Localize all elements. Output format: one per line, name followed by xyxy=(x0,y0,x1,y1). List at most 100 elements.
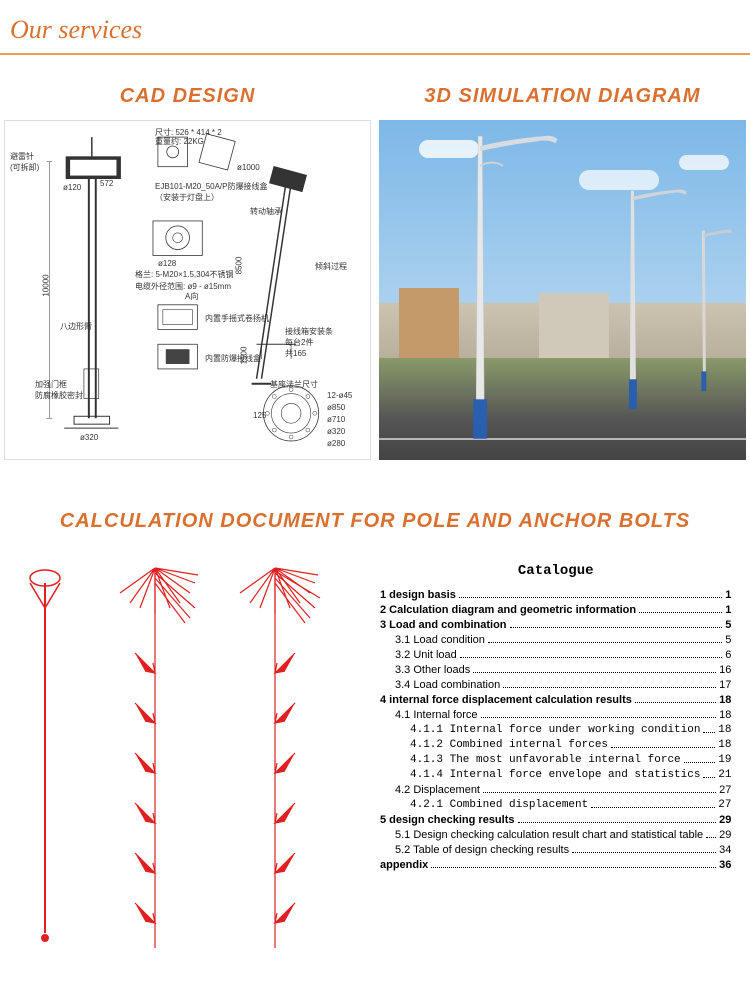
catalogue-item: 3.3 Other loads 16 xyxy=(380,664,731,676)
cad-winch: 内置手摇式卷扬机 xyxy=(205,313,269,324)
catalogue-item-page: 19 xyxy=(718,754,731,766)
sim-poles-svg xyxy=(379,120,746,460)
catalogue-item-page: 29 xyxy=(719,814,731,826)
catalogue-item-label: appendix xyxy=(380,859,428,871)
catalogue-item: 3 Load and combination 5 xyxy=(380,619,731,631)
catalogue-dots xyxy=(684,754,716,763)
catalogue-dots xyxy=(518,814,717,823)
cad-fuse: 内置防爆接线盒 xyxy=(205,353,261,364)
cad-tilt: 倾斜过程 xyxy=(315,261,347,272)
catalogue-item-label: 3.1 Load condition xyxy=(395,634,485,646)
cad-572: 572 xyxy=(100,179,113,188)
catalogue-body: 1 design basis12 Calculation diagram and… xyxy=(380,589,731,871)
cad-b520: ø320 xyxy=(327,427,345,436)
catalogue-item-label: 4.2 Displacement xyxy=(395,784,480,796)
page-header: Our services xyxy=(0,0,750,55)
catalogue-item-label: 4.1.2 Combined internal forces xyxy=(410,739,608,751)
cad-b12: 12-ø45 xyxy=(327,391,352,400)
sim-title: 3D SIMULATION DIAGRAM xyxy=(375,85,750,108)
cad-d120: ø120 xyxy=(63,183,81,192)
catalogue-item-label: 3.4 Load combination xyxy=(395,679,500,691)
catalogue-item-label: 4.1 Internal force xyxy=(395,709,478,721)
catalogue-item: 4.1.3 The most unfavorable internal forc… xyxy=(380,754,731,766)
catalogue-item-page: 27 xyxy=(719,784,731,796)
catalogue-item: 4.1.1 Internal force under working condi… xyxy=(380,724,731,736)
catalogue-dots xyxy=(572,844,716,853)
catalogue-dots xyxy=(611,739,715,748)
catalogue-item-page: 16 xyxy=(719,664,731,676)
catalogue-item: 4.1 Internal force 18 xyxy=(380,709,731,721)
catalogue-item: 5.2 Table of design checking results 34 xyxy=(380,844,731,856)
catalogue-item: 4.2.1 Combined displacement27 xyxy=(380,799,731,811)
catalogue-item-label: 4 internal force displacement calculatio… xyxy=(380,694,632,706)
cad-d128: ø128 xyxy=(158,259,176,268)
catalogue-item: 4.1.2 Combined internal forces 18 xyxy=(380,739,731,751)
catalogue-item-page: 1 xyxy=(725,604,731,616)
catalogue-item: 3.2 Unit load 6 xyxy=(380,649,731,661)
catalogue-dots xyxy=(460,649,723,658)
cad-view-a: A向 xyxy=(185,291,198,302)
sim-column: 3D SIMULATION DIAGRAM xyxy=(375,85,750,460)
catalogue-item-page: 6 xyxy=(725,649,731,661)
force-diagram xyxy=(0,553,360,973)
catalogue: Catalogue 1 design basis12 Calculation d… xyxy=(360,553,750,973)
cad-b710: ø710 xyxy=(327,415,345,424)
catalogue-dots xyxy=(488,634,722,643)
cad-b280: ø280 xyxy=(327,439,345,448)
catalogue-dots xyxy=(591,799,715,808)
calc-row: Catalogue 1 design basis12 Calculation d… xyxy=(0,553,750,973)
catalogue-item: appendix36 xyxy=(380,859,731,871)
catalogue-item: 4 internal force displacement calculatio… xyxy=(380,694,731,706)
catalogue-item: 4.1.4 Internal force envelope and statis… xyxy=(380,769,731,781)
catalogue-item-label: 3.2 Unit load xyxy=(395,649,457,661)
cad-octagon: 八边形臂 xyxy=(60,321,92,332)
cad-hinge: 转动轴承 xyxy=(250,206,282,217)
catalogue-item-page: 5 xyxy=(725,619,731,631)
catalogue-item-label: 5.1 Design checking calculation result c… xyxy=(395,829,703,841)
sim-render xyxy=(379,120,746,460)
cad-lightning: 避雷针 (可拆卸) xyxy=(10,151,39,173)
cad-d1000: ø1000 xyxy=(237,163,260,172)
catalogue-item-label: 3.3 Other loads xyxy=(395,664,470,676)
catalogue-item-page: 27 xyxy=(718,799,731,811)
catalogue-item: 5.1 Design checking calculation result c… xyxy=(380,829,731,841)
catalogue-item-page: 34 xyxy=(719,844,731,856)
catalogue-item-label: 5.2 Table of design checking results xyxy=(395,844,569,856)
catalogue-item-label: 3 Load and combination xyxy=(380,619,507,631)
catalogue-item-label: 4.1.4 Internal force envelope and statis… xyxy=(410,769,700,781)
catalogue-dots xyxy=(635,694,716,703)
catalogue-item: 3.1 Load condition 5 xyxy=(380,634,731,646)
catalogue-dots xyxy=(639,604,722,613)
catalogue-item-page: 17 xyxy=(719,679,731,691)
catalogue-item-page: 18 xyxy=(719,709,731,721)
cad-d320: ø320 xyxy=(80,433,98,442)
cad-junction: EJB101-M20_50A/P防爆接线盒（安装于灯盘上） xyxy=(155,181,275,203)
catalogue-title: Catalogue xyxy=(380,563,731,579)
catalogue-item-page: 18 xyxy=(718,739,731,751)
top-section-row: CAD DESIGN xyxy=(0,85,750,460)
catalogue-dots xyxy=(431,859,716,868)
calc-title: CALCULATION DOCUMENT FOR POLE AND ANCHOR… xyxy=(0,510,750,533)
catalogue-dots xyxy=(703,724,715,733)
catalogue-dots xyxy=(510,619,723,628)
catalogue-item-page: 5 xyxy=(725,634,731,646)
catalogue-item-page: 29 xyxy=(719,829,731,841)
cad-title: CAD DESIGN xyxy=(0,85,375,108)
cad-flange: 基座法兰尺寸 xyxy=(270,379,318,390)
catalogue-item-label: 5 design checking results xyxy=(380,814,515,826)
catalogue-dots xyxy=(481,709,717,718)
catalogue-item-page: 18 xyxy=(719,694,731,706)
cad-weight: 重量约: 22KG xyxy=(155,136,204,147)
catalogue-item-label: 4.1.1 Internal force under working condi… xyxy=(410,724,700,736)
cad-gland: 格兰: 5-M20×1.5,304不锈钢 xyxy=(135,269,245,280)
cad-b850: ø850 xyxy=(327,403,345,412)
cad-125: 125 xyxy=(253,411,266,420)
cad-jbox: 接线箱安装条 每台2件 共165 xyxy=(285,326,333,359)
cad-column: CAD DESIGN xyxy=(0,85,375,460)
catalogue-item-label: 4.1.3 The most unfavorable internal forc… xyxy=(410,754,681,766)
force-svg xyxy=(0,553,360,973)
header-title: Our services xyxy=(10,15,740,45)
catalogue-item-page: 21 xyxy=(718,769,731,781)
catalogue-item: 3.4 Load combination 17 xyxy=(380,679,731,691)
catalogue-dots xyxy=(503,679,716,688)
